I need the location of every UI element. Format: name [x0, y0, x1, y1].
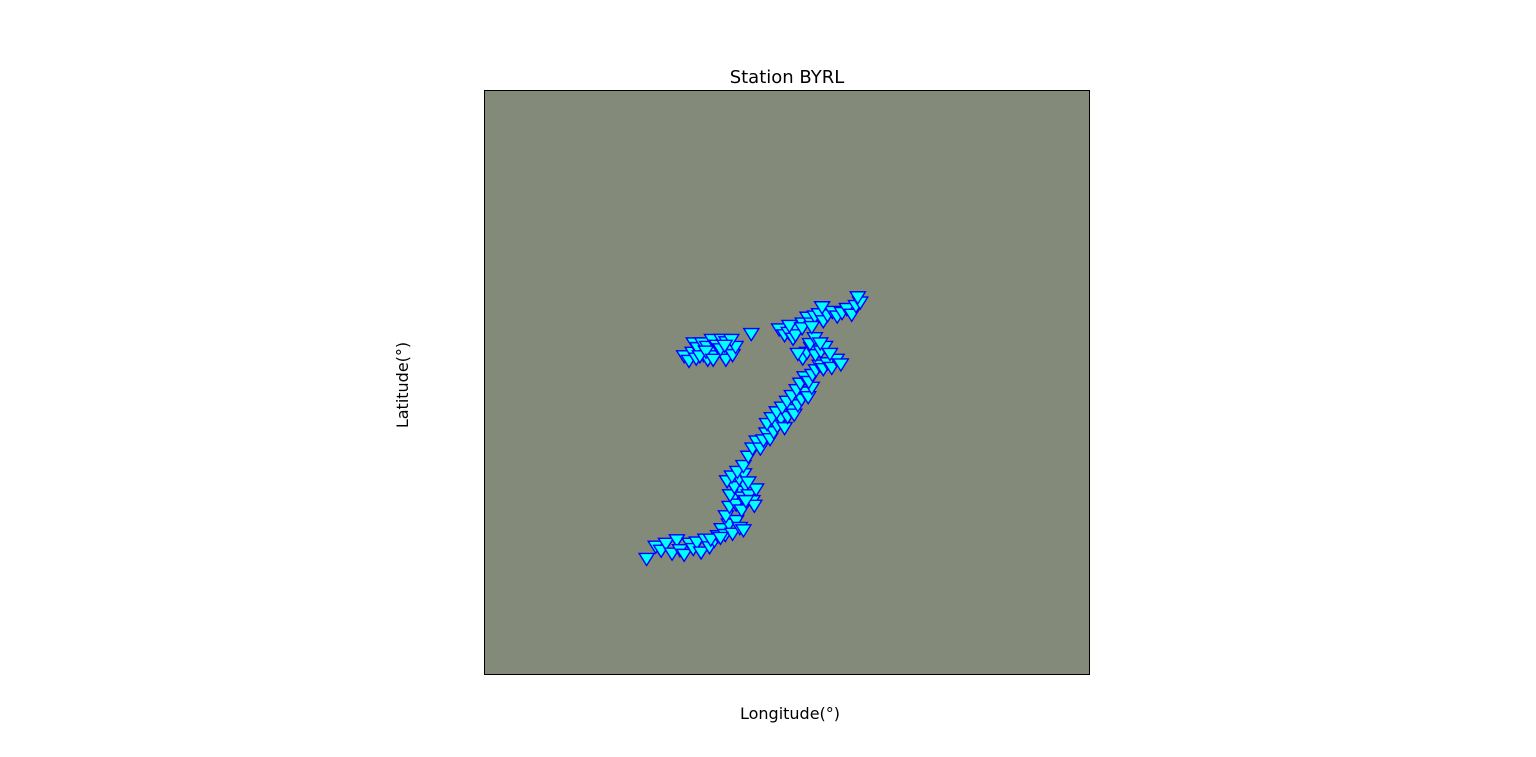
y-axis-label: Latitude(°) — [393, 342, 412, 428]
station-marker — [813, 301, 831, 316]
station-marker — [747, 483, 765, 498]
station-marker — [637, 552, 656, 567]
station-marker — [803, 320, 821, 335]
station-marker — [688, 536, 706, 551]
station-marker — [789, 347, 807, 362]
station-marker — [692, 546, 710, 561]
station-marker — [702, 533, 720, 548]
station-marker — [793, 322, 811, 337]
station-marker — [734, 524, 753, 539]
station-marker — [727, 514, 745, 529]
station-marker — [675, 548, 693, 563]
marker-group — [637, 291, 869, 567]
station-marker — [711, 531, 730, 546]
station-marker — [668, 534, 686, 549]
station-marker — [832, 358, 850, 373]
chart-title: Station BYRL — [730, 67, 845, 88]
station-marker — [697, 345, 715, 360]
station-marker — [849, 291, 867, 306]
station-marker — [786, 329, 805, 344]
station-marker — [723, 527, 742, 542]
station-marker — [821, 347, 839, 362]
station-marker — [775, 421, 794, 436]
station-marker — [780, 319, 799, 334]
station-marker — [657, 537, 675, 552]
station-marker — [715, 339, 734, 354]
station-marker — [739, 476, 758, 491]
station-marker — [811, 337, 830, 352]
station-marker — [742, 327, 761, 342]
station-marker — [737, 494, 755, 509]
station-marker — [704, 353, 722, 368]
plot-area — [484, 90, 1090, 675]
station-marker — [734, 459, 753, 474]
station-marker — [745, 499, 764, 514]
x-axis-label: Longitude(°) — [740, 704, 840, 723]
